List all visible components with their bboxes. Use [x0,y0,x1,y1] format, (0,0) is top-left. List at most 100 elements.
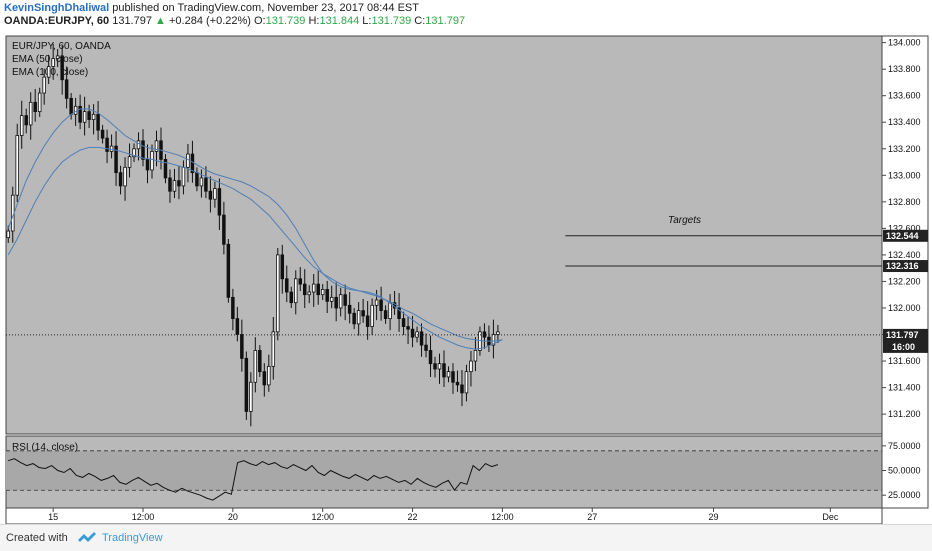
ema50-line[interactable] [7,108,503,350]
candle-body[interactable] [217,188,222,216]
candle-body[interactable] [455,381,460,386]
candle-body[interactable] [276,254,280,333]
candle-body[interactable] [464,371,469,394]
candle-body[interactable] [141,140,145,160]
candle-body[interactable] [446,371,451,378]
candle-body[interactable] [365,315,370,327]
candle-body[interactable] [352,312,356,325]
candle-body[interactable] [374,299,379,306]
candle-body[interactable] [410,328,415,338]
candle-body[interactable] [69,97,73,115]
candle-body[interactable] [64,79,69,99]
candle-body[interactable] [311,283,316,293]
candle-body[interactable] [114,145,118,174]
candle-body[interactable] [262,371,267,386]
candle-body[interactable] [294,278,298,304]
candle-body[interactable] [244,357,249,412]
candle-body[interactable] [356,310,361,325]
candle-body[interactable] [172,180,177,192]
candle-body[interactable] [424,344,428,351]
candle-body[interactable] [105,137,109,152]
candle-body[interactable] [87,111,91,120]
author-link[interactable]: KevinSinghDhaliwal [4,2,110,14]
targets-annotation[interactable]: Targets [668,215,701,226]
candle-body[interactable] [347,304,352,314]
candle-body[interactable] [379,299,383,312]
candle-body[interactable] [78,105,82,123]
candle-body[interactable] [136,140,141,150]
candle-body[interactable] [473,350,478,362]
candle-body[interactable] [82,111,87,123]
candle-body[interactable] [267,365,271,386]
candle-body[interactable] [258,350,262,373]
candle-body[interactable] [343,294,347,306]
candle-body[interactable] [428,350,433,365]
time-axis[interactable] [5,507,883,524]
candle-body[interactable] [280,254,285,280]
candle-body[interactable] [240,334,244,359]
candle-body[interactable] [249,381,253,412]
candle-body[interactable] [370,304,374,327]
candle-body[interactable] [271,331,276,367]
candle-body[interactable] [213,188,217,200]
candle-body[interactable] [419,331,424,346]
candle-body[interactable] [100,129,105,139]
candle-body[interactable] [226,243,231,298]
candle-body[interactable] [150,151,154,171]
candle-body[interactable] [433,363,437,370]
candle-body[interactable] [42,76,46,94]
candle-body[interactable] [222,214,226,245]
candle-body[interactable] [195,172,199,187]
candle-body[interactable] [388,302,392,319]
tradingview-brand-link[interactable]: TradingView [102,532,163,544]
candle-body[interactable] [123,166,127,187]
candle-body[interactable] [289,291,294,304]
candle-body[interactable] [383,310,388,319]
candle-body[interactable] [320,288,325,296]
candle-body[interactable] [73,105,78,115]
candle-body[interactable] [334,296,338,309]
candle-body[interactable] [329,296,334,302]
candle-body[interactable] [37,92,42,113]
candle-body[interactable] [406,326,410,330]
candle-body[interactable] [6,230,10,239]
candle-body[interactable] [469,360,473,373]
candle-body[interactable] [442,363,446,378]
candle-body[interactable] [46,66,51,78]
candle-body[interactable] [55,55,60,59]
candle-body[interactable] [401,318,406,327]
candle-body[interactable] [186,153,190,168]
candle-body[interactable] [154,140,159,152]
candle-body[interactable] [51,58,55,67]
candle-body[interactable] [132,148,136,158]
candle-body[interactable] [307,291,311,296]
candle-body[interactable] [285,278,289,293]
candle-body[interactable] [109,145,114,152]
candle-body[interactable] [181,166,186,187]
candle-body[interactable] [298,278,302,285]
candle-body[interactable] [168,177,172,192]
candle-body[interactable] [163,158,168,179]
candle-body[interactable] [19,115,24,136]
candle-body[interactable] [127,156,132,168]
candle-body[interactable] [302,283,307,296]
candle-body[interactable] [145,158,150,171]
candle-body[interactable] [177,180,181,187]
candle-body[interactable] [15,135,19,196]
candle-body[interactable] [204,177,208,192]
candle-body[interactable] [491,334,496,346]
candle-body[interactable] [325,288,329,302]
candle-body[interactable] [33,101,37,113]
candle-body[interactable] [397,307,401,319]
candle-body[interactable] [208,190,213,200]
rsi-line[interactable] [8,458,499,501]
ema100-line[interactable] [7,146,503,342]
candle-body[interactable] [60,55,64,81]
candle-body[interactable] [199,177,204,187]
candle-body[interactable] [316,283,320,296]
candle-body[interactable] [91,113,96,120]
candle-body[interactable] [28,101,33,126]
candle-body[interactable] [451,371,455,383]
candle-body[interactable] [235,318,240,335]
candle-body[interactable] [437,363,442,370]
